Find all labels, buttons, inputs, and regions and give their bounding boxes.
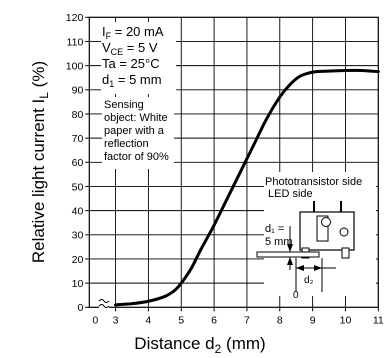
led-side-label: LED side — [268, 188, 313, 200]
data-point — [307, 71, 311, 75]
data-point — [225, 197, 229, 200]
x-tick-label: 0 — [92, 314, 98, 326]
x-tick-label: 6 — [211, 314, 217, 326]
data-point — [114, 303, 117, 307]
sensor-diagram: Phototransistor side LED side d₁ = 5 mm — [256, 172, 376, 301]
x-tick-label: 5 — [178, 314, 184, 326]
data-point — [163, 295, 167, 298]
y-tick-label: 100 — [66, 60, 84, 72]
data-point — [252, 143, 255, 147]
data-point — [278, 95, 282, 99]
data-point — [288, 83, 292, 87]
data-point — [212, 223, 216, 227]
x-tick-label: 10 — [340, 314, 352, 326]
data-points — [114, 69, 380, 307]
condition-if: IF = 20 mA — [102, 24, 164, 41]
d1-label: d₁ = — [265, 223, 284, 235]
zero-label: 0 — [293, 290, 299, 301]
condition-ta: Ta = 25°C — [102, 56, 160, 71]
data-point — [360, 69, 364, 72]
data-point — [298, 75, 301, 78]
x-tick-label: 9 — [310, 314, 316, 326]
y-tick-label: 90 — [72, 85, 84, 97]
y-tick-label: 30 — [72, 230, 84, 242]
x-axis-ticks: 0 3 4 5 6 7 8 9 10 11 — [92, 307, 384, 326]
condition-d1: d1 = 5 mm — [102, 72, 162, 89]
y-tick-label: 40 — [72, 205, 84, 217]
y-tick-label: 0 — [77, 302, 83, 314]
x-tick-label: 3 — [113, 314, 119, 326]
phototransistor-lens — [321, 217, 331, 227]
y-tick-label: 70 — [72, 133, 84, 145]
data-point — [330, 69, 334, 73]
data-point — [179, 281, 183, 285]
data-point — [344, 69, 347, 72]
y-tick-label: 80 — [72, 109, 84, 121]
data-point — [130, 302, 134, 306]
note-line: reflection — [104, 138, 149, 150]
data-point — [147, 299, 150, 303]
data-point — [189, 267, 193, 271]
d2-label: d₂ — [304, 275, 314, 286]
d1-value: 5 mm — [265, 236, 293, 248]
series-line — [114, 68, 380, 307]
note-line: Sensing — [104, 99, 144, 111]
x-tick-label: 7 — [244, 314, 250, 326]
y-tick-label: 50 — [72, 181, 84, 193]
condition-vce: VCE = 5 V — [102, 40, 158, 57]
note-line: paper with a — [104, 125, 165, 137]
x-tick-label: 8 — [277, 314, 283, 326]
x-axis-title: Distance d2 (mm) — [134, 334, 265, 356]
y-tick-label: 110 — [67, 36, 84, 48]
y-tick-label: 120 — [66, 12, 84, 24]
data-point — [173, 288, 177, 292]
note-line: object: White — [104, 112, 168, 124]
y-tick-label: 20 — [72, 254, 84, 266]
sensing-object-plate — [256, 251, 320, 258]
phototransistor-side-label: Phototransistor side — [265, 176, 362, 188]
y-tick-label: 60 — [72, 157, 84, 169]
x-tick-label: 4 — [145, 314, 151, 326]
data-point — [317, 70, 321, 73]
y-tick-label: 10 — [72, 278, 84, 290]
y-axis-ticks: 0 10 20 30 40 50 60 70 80 90 100 110 120 — [66, 12, 90, 314]
conditions: IF = 20 mA VCE = 5 V Ta = 25°C d1 = 5 mm — [101, 22, 176, 94]
led-window — [316, 215, 329, 242]
data-point — [199, 247, 203, 251]
data-point — [238, 170, 242, 174]
led-lens — [339, 227, 349, 237]
note-line: factor of 90% — [104, 151, 169, 163]
data-point — [376, 70, 380, 74]
data-point — [265, 117, 269, 121]
y-axis-title: Relative light current IL (%) — [29, 61, 51, 263]
sensing-note: Sensing object: White paper with a refle… — [102, 97, 174, 169]
x-tick-label: 11 — [373, 314, 384, 326]
axis-break-mark — [98, 299, 110, 312]
